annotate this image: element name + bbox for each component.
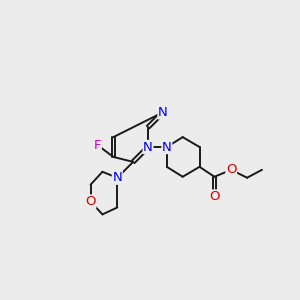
Text: N: N (162, 140, 172, 154)
Text: N: N (112, 171, 122, 184)
Text: O: O (85, 195, 96, 208)
Text: N: N (158, 106, 168, 119)
Text: N: N (143, 140, 153, 154)
Text: O: O (226, 163, 236, 176)
Text: O: O (209, 190, 220, 203)
Text: F: F (94, 139, 101, 152)
